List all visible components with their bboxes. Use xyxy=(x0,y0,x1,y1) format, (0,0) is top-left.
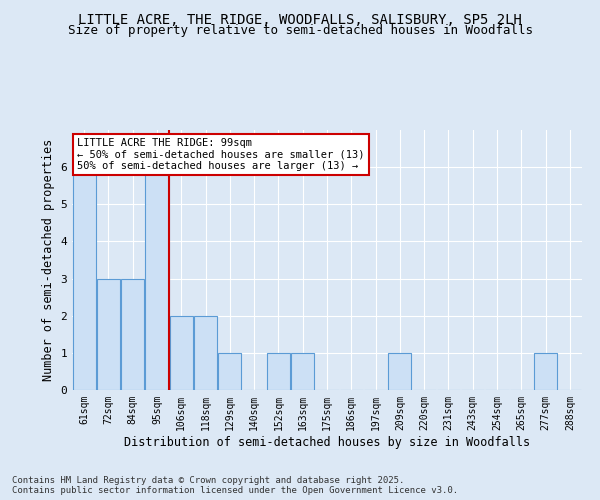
Bar xyxy=(170,316,193,390)
Bar xyxy=(97,278,120,390)
Bar xyxy=(534,353,557,390)
Text: Contains HM Land Registry data © Crown copyright and database right 2025.
Contai: Contains HM Land Registry data © Crown c… xyxy=(12,476,458,495)
Text: LITTLE ACRE THE RIDGE: 99sqm
← 50% of semi-detached houses are smaller (13)
50% : LITTLE ACRE THE RIDGE: 99sqm ← 50% of se… xyxy=(77,138,365,171)
Bar xyxy=(218,353,241,390)
Bar xyxy=(267,353,290,390)
Bar xyxy=(121,278,144,390)
Bar xyxy=(388,353,412,390)
X-axis label: Distribution of semi-detached houses by size in Woodfalls: Distribution of semi-detached houses by … xyxy=(124,436,530,448)
Bar xyxy=(145,167,169,390)
Bar xyxy=(291,353,314,390)
Y-axis label: Number of semi-detached properties: Number of semi-detached properties xyxy=(42,139,55,381)
Text: Size of property relative to semi-detached houses in Woodfalls: Size of property relative to semi-detach… xyxy=(67,24,533,37)
Bar xyxy=(73,167,95,390)
Text: LITTLE ACRE, THE RIDGE, WOODFALLS, SALISBURY, SP5 2LH: LITTLE ACRE, THE RIDGE, WOODFALLS, SALIS… xyxy=(78,12,522,26)
Bar xyxy=(194,316,217,390)
